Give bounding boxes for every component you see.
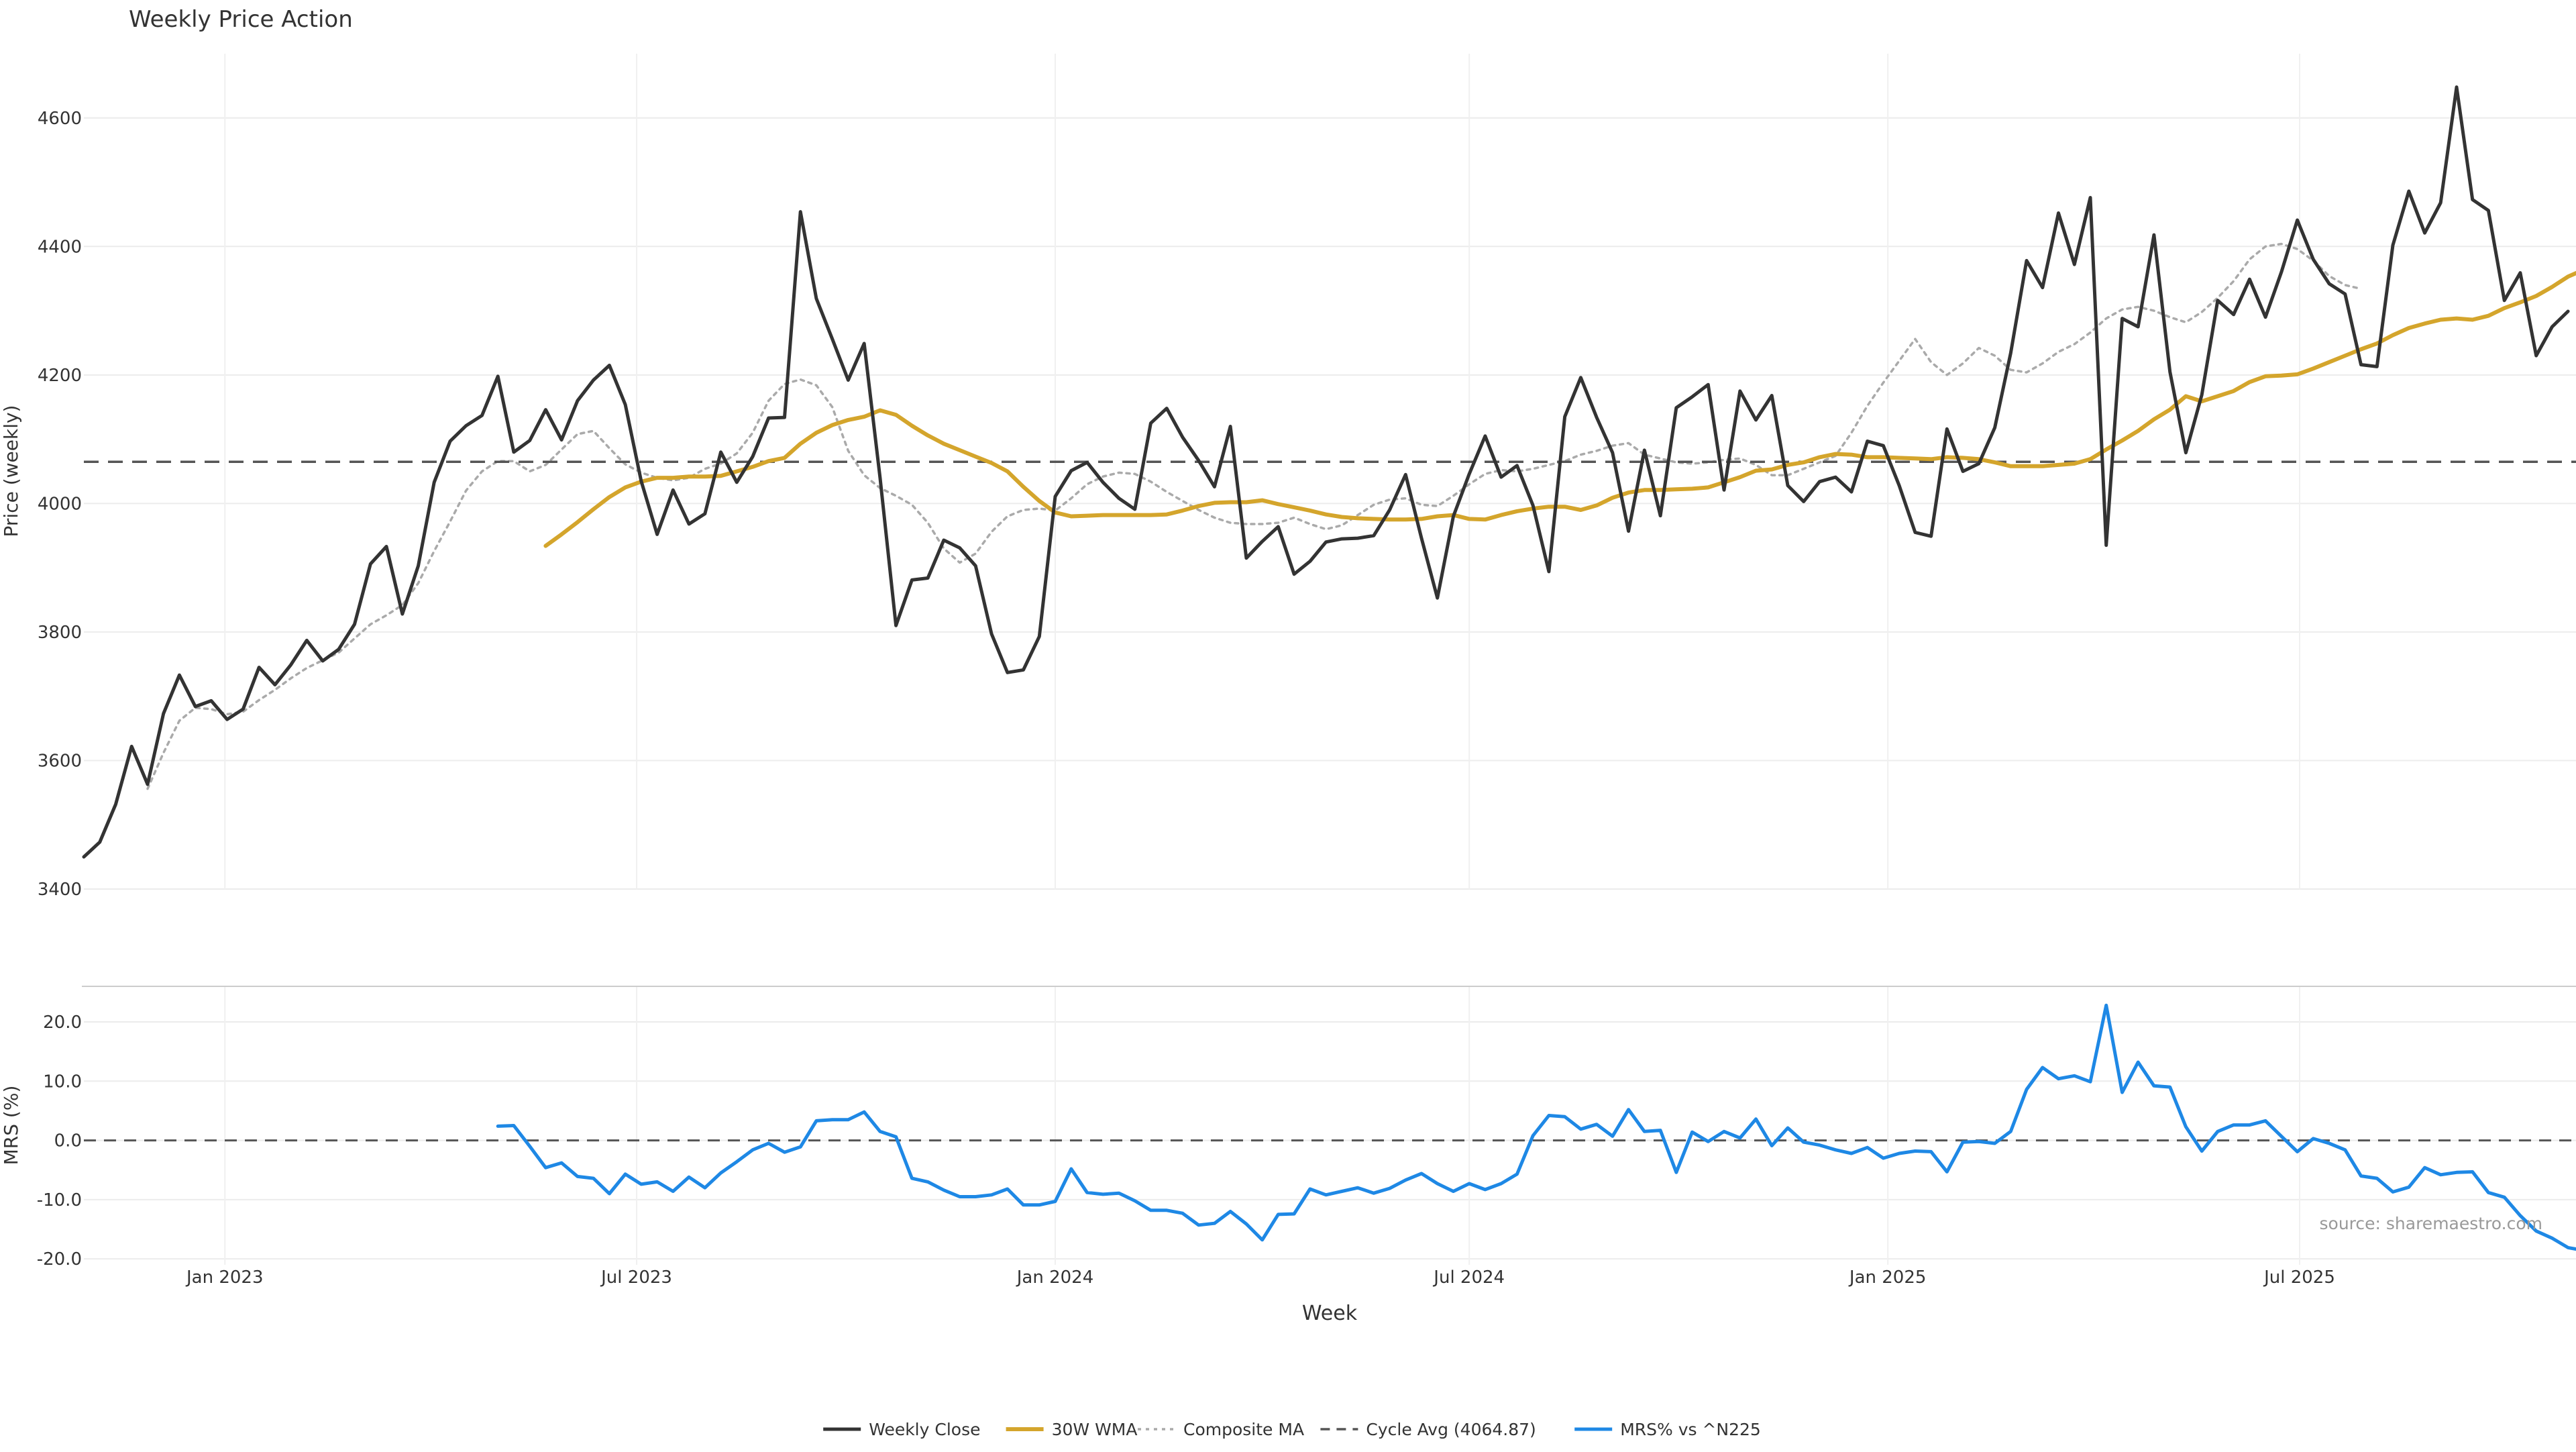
price-y-ticks: 3400 3600 3800 4000 4200 4400 4600 [38,109,82,900]
price-ytick-label: 3400 [38,880,82,900]
legend-item-composite-ma: Composite MA [1138,1420,1304,1439]
series-30w-wma [543,270,2576,548]
mrs-y-axis-label: MRS (%) [0,1086,22,1165]
legend-item-30w-wma: 30W WMA [1006,1420,1138,1439]
mrs-ytick-label: 10.0 [43,1072,82,1092]
legend-label: Composite MA [1183,1420,1304,1439]
xtick-label: Jul 2024 [1432,1267,1505,1288]
legend-label: 30W WMA [1052,1420,1138,1439]
mrs-ytick-label: -20.0 [37,1249,82,1269]
mrs-grid [84,986,2576,1265]
price-ytick-label: 4000 [38,494,82,514]
x-axis-label: Week [1302,1302,1358,1325]
legend-label: Weekly Close [869,1420,980,1439]
legend-item-cycle-avg-4064-87: Cycle Avg (4064.87) [1320,1420,1536,1439]
price-ytick-label: 4600 [38,109,82,129]
mrs-series-group [84,1003,2576,1251]
series-weekly-close [82,85,2570,859]
xtick-label: Jan 2024 [1016,1267,1094,1288]
price-ytick-label: 3600 [38,751,82,771]
series-mrs-vs-n225 [496,1003,2576,1251]
xtick-label: Jul 2025 [2263,1267,2335,1288]
chart-title: Weekly Price Action [129,6,353,33]
source-note: source: sharemaestro.com [2320,1214,2543,1233]
legend-label: Cycle Avg (4064.87) [1366,1420,1536,1439]
price-grid [84,54,2576,890]
price-series-group [82,85,2576,859]
price-ytick-label: 3800 [38,623,82,643]
mrs-ytick-label: 20.0 [43,1013,82,1033]
x-ticks: Jan 2023 Jul 2023 Jan 2024 Jul 2024 Jan 2025… [185,1267,2335,1288]
legend-label: MRS% vs ^N225 [1620,1420,1761,1439]
mrs-y-ticks: -20.0 -10.0 0.0 10.0 20.0 [37,1013,82,1269]
legend-item-mrs-vs-n225: MRS% vs ^N225 [1574,1420,1761,1439]
series-composite-ma [146,242,2363,790]
price-ytick-label: 4400 [38,237,82,257]
xtick-label: Jan 2025 [1848,1267,1927,1288]
legend: Weekly Close 30W WMA Composite MA Cycle Avg… [823,1420,1761,1439]
price-y-axis-label: Price (weekly) [0,405,22,537]
mrs-ytick-label: -10.0 [37,1190,82,1210]
xtick-label: Jan 2023 [185,1267,264,1288]
mrs-ytick-label: 0.0 [54,1131,82,1151]
price-ytick-label: 4200 [38,366,82,386]
legend-item-weekly-close: Weekly Close [823,1420,980,1439]
xtick-label: Jul 2023 [600,1267,672,1288]
